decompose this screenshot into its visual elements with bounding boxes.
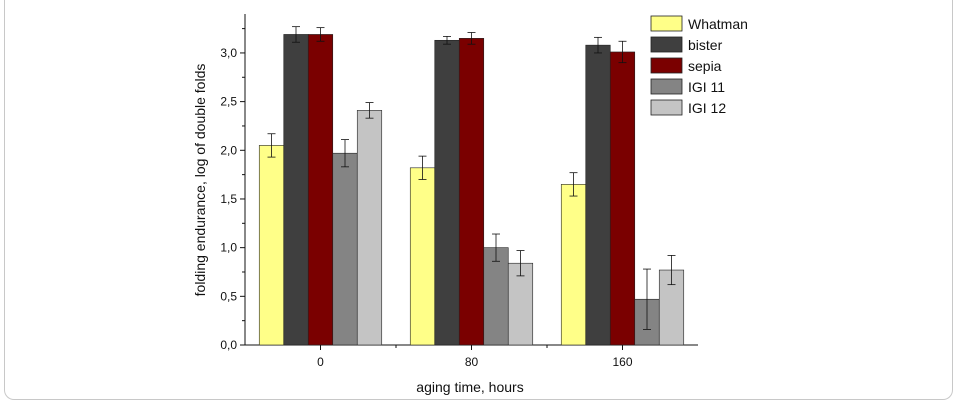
- bar: [609, 51, 636, 346]
- y-tick-label: 2,5: [220, 95, 237, 109]
- x-tick-label: 160: [612, 355, 632, 369]
- bars: [258, 34, 685, 346]
- legend-label: sepia: [688, 58, 722, 74]
- y-tick-label: 0,0: [220, 338, 237, 352]
- legend: Whatman bister sepia IGI 11 IGI 12: [650, 15, 748, 116]
- legend-label: bister: [688, 37, 723, 53]
- x-tick-label: 0: [317, 355, 324, 369]
- x-tick-label: 80: [465, 355, 479, 369]
- y-axis-title: folding endurance, log of double folds: [192, 64, 208, 297]
- y-tick-label: 1,0: [220, 241, 237, 255]
- x-axis-ticks: 0 80 160: [317, 345, 633, 369]
- bar: [283, 34, 309, 346]
- bar: [307, 34, 334, 346]
- legend-swatch: [650, 15, 683, 32]
- x-axis-title: aging time, hours: [416, 379, 523, 395]
- y-tick-label: 2,0: [220, 143, 237, 157]
- bar: [258, 145, 285, 346]
- y-tick-label: 1,5: [220, 192, 237, 206]
- legend-swatch: [650, 36, 683, 53]
- y-tick-label: 0,5: [220, 289, 237, 303]
- figure-frame: [4, 0, 953, 400]
- bar: [458, 38, 485, 346]
- y-axis-ticks: 0,0 0,5 1,0 1,5 2,0 2,5 3,0: [220, 28, 245, 352]
- bar: [507, 262, 534, 346]
- bar: [483, 247, 509, 346]
- bar: [332, 152, 358, 346]
- error-bars: [267, 26, 676, 330]
- legend-label: IGI 11: [688, 79, 725, 95]
- bar: [560, 184, 587, 346]
- legend-label: IGI 12: [688, 100, 726, 116]
- bar: [434, 39, 460, 346]
- bar: [585, 44, 611, 346]
- bar: [409, 167, 436, 346]
- legend-swatch: [650, 57, 683, 74]
- legend-label: Whatman: [688, 16, 748, 32]
- legend-swatch: [650, 99, 683, 116]
- y-tick-label: 3,0: [220, 46, 237, 60]
- bar: [356, 110, 383, 346]
- legend-swatch: [650, 78, 683, 95]
